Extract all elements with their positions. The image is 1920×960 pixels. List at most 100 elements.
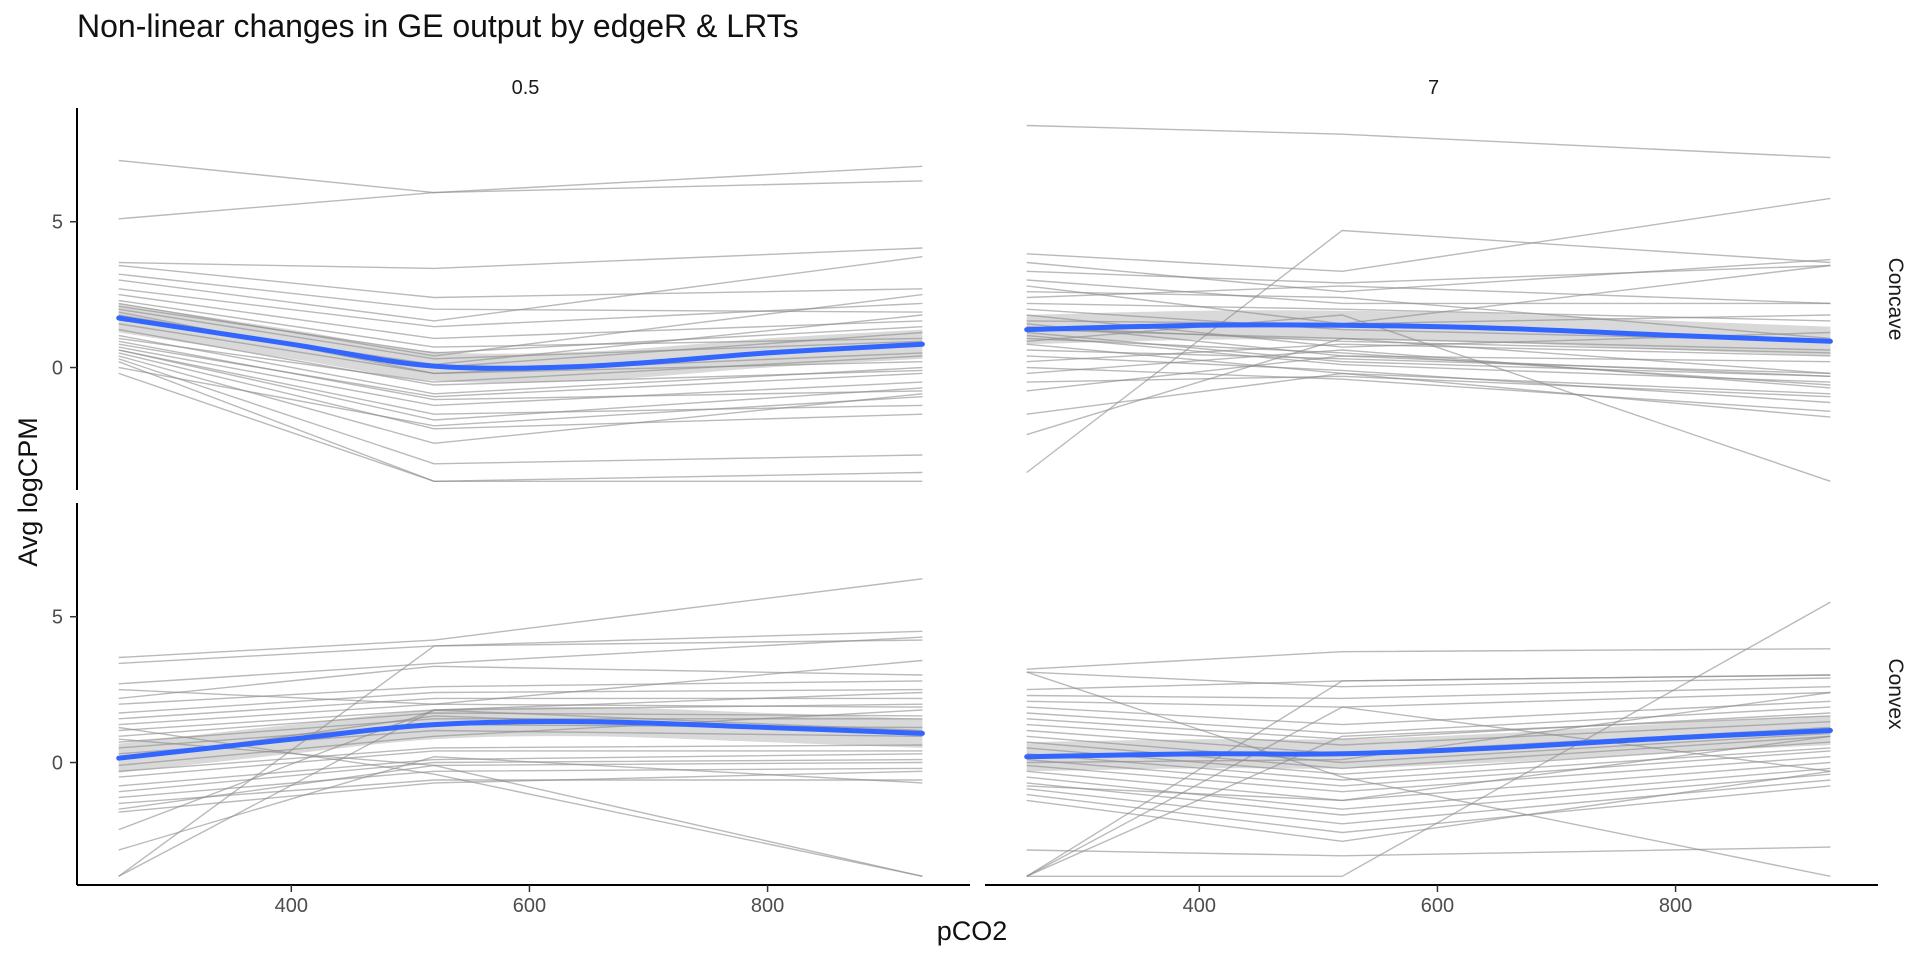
gene-line [118,358,923,465]
x-tick-label: 600 [1421,895,1454,917]
gene-line [1026,337,1831,386]
panels-layer [116,124,1833,877]
gene-line [1026,314,1831,482]
gene-line [1026,372,1831,418]
gene-line [118,328,923,386]
gene-line [118,180,923,220]
gene-line [1026,691,1831,708]
gene-line [1026,846,1831,857]
panel-7-concave [1024,124,1833,482]
gene-line [118,688,923,714]
gene-line [1026,785,1831,834]
gene-line [1026,258,1831,293]
gene-line [1026,343,1831,363]
gene-line [1026,375,1831,398]
gene-line [1026,750,1831,787]
chart-title: Non-linear changes in GE output by edgeR… [77,8,799,44]
x-tick-label: 800 [751,895,784,917]
gene-line [118,334,923,395]
gene-line [118,264,923,299]
gene-line [1026,355,1831,404]
gene-line [1026,334,1831,383]
gene-line [118,308,923,360]
gene-line [118,767,923,799]
gene-line [1026,671,1831,877]
x-axis-title: pCO2 [937,916,1008,946]
gene-line [1026,601,1831,877]
gene-line [1026,349,1831,375]
gene-line [1026,229,1831,474]
gene-line [118,750,923,778]
gene-line [1026,700,1831,726]
gene-line [1026,674,1831,877]
gene-line [1026,747,1831,781]
gene-line [1026,712,1831,740]
gene-line [118,709,923,877]
facet-strip-label: 0.5 [512,77,540,99]
gene-line [118,340,923,401]
gene-line [118,755,923,851]
gene-line [1026,706,1831,877]
gene-line [118,726,923,877]
gene-line [118,323,923,375]
gene-line [118,753,923,787]
panel-0_5-convex [116,578,925,877]
gene-line [118,349,923,421]
gene-line [1026,331,1831,377]
y-axis-title: Avg logCPM [13,417,43,567]
gene-line [1026,671,1831,688]
gene-line [118,770,923,813]
gene-line [118,247,923,270]
gene-line [1026,291,1831,340]
y-tick-label: 5 [52,607,63,629]
gene-line [1026,767,1831,810]
gene-line [1026,686,1831,700]
gene-line [118,372,923,482]
x-tick-label: 800 [1659,895,1692,917]
gene-line [1026,706,1831,735]
gene-line [1026,124,1831,159]
gene-line [1026,691,1831,764]
confidence-ribbon [1026,715,1831,772]
gene-line [118,636,923,685]
smooth-trend-line [1024,322,1833,344]
gene-line [118,680,923,705]
gene-line [118,256,923,322]
gene-line [1026,349,1831,389]
y-tick-label: 0 [52,358,63,380]
x-tick-label: 600 [513,895,546,917]
y-tick-label: 5 [52,212,63,234]
gene-line [1026,355,1831,392]
gene-line [1026,648,1831,670]
gene-line [1026,735,1831,770]
gene-line [118,343,923,398]
smooth-trend-line [116,315,925,371]
gene-line [118,665,923,700]
gene-line [1026,366,1831,412]
facet-strip-label: Concave [1884,258,1907,341]
gene-line [1026,715,1831,877]
y-tick-label: 0 [52,753,63,775]
gene-line [118,159,923,194]
gene-line [1026,302,1831,322]
facet-strip-label: 7 [1428,77,1439,99]
facet-strip-label: Convex [1884,658,1907,730]
gene-line [118,578,923,659]
gene-line [118,349,923,415]
gene-line [1026,197,1831,273]
gene-line [118,293,923,357]
gene-line [118,273,923,313]
gene-line [118,288,923,328]
smooth-trend-line [116,719,925,761]
x-tick-label: 400 [275,895,308,917]
gene-line [1026,756,1831,793]
panel-7-convex [1024,601,1833,877]
gene-line [1026,735,1831,802]
gene-line [1026,279,1831,305]
gene-line [1026,264,1831,284]
panel-0_5-concave [116,159,925,483]
gene-line [1026,337,1831,436]
gene-line [118,761,923,810]
gene-line [118,355,923,445]
